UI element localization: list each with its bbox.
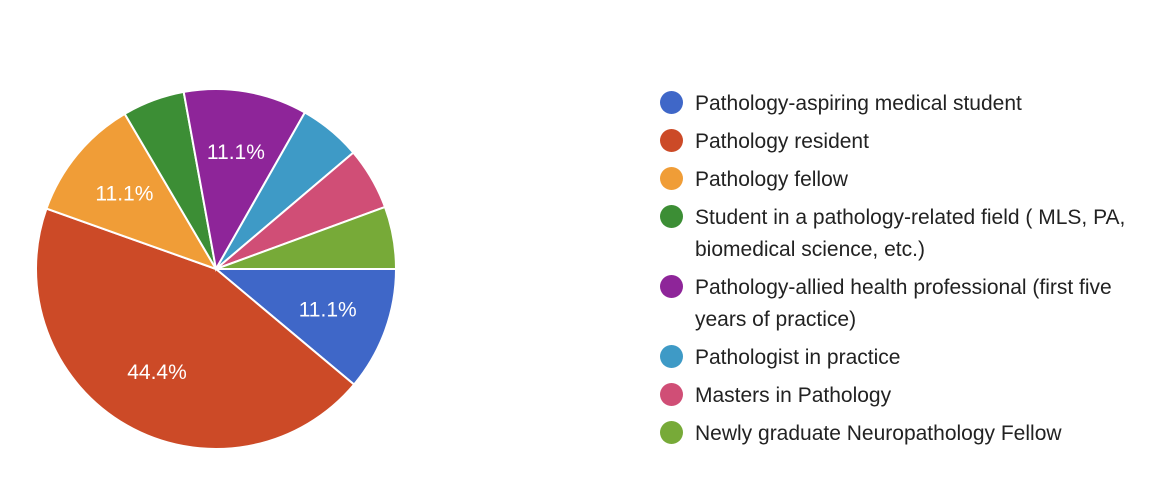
pie-slice[interactable] xyxy=(35,207,356,450)
legend-item[interactable]: Pathology-allied health professional (fi… xyxy=(660,272,1160,336)
pie-slice[interactable] xyxy=(45,112,219,271)
legend-swatch xyxy=(660,167,683,190)
legend-label: Pathologist in practice xyxy=(695,346,901,369)
legend-swatch xyxy=(660,205,683,228)
legend-swatch xyxy=(660,275,683,298)
legend-label: Student in a pathology-related field ( M… xyxy=(695,206,1126,261)
legend-item[interactable]: Masters in Pathology xyxy=(660,380,1160,412)
slice-data-label: 11.1% xyxy=(207,141,265,164)
legend-label: Newly graduate Neuropathology Fellow xyxy=(695,422,1062,445)
pie-slice[interactable] xyxy=(182,88,307,272)
legend-label: Pathology-aspiring medical student xyxy=(695,92,1022,115)
slice-data-label: 11.1% xyxy=(299,299,357,322)
legend-item[interactable]: Pathology fellow xyxy=(660,164,1160,196)
legend-label: Pathology resident xyxy=(695,130,869,153)
legend-item[interactable]: Student in a pathology-related field ( M… xyxy=(660,202,1160,266)
legend-item[interactable]: Pathology-aspiring medical student xyxy=(660,88,1160,120)
pie-slice[interactable] xyxy=(215,205,398,270)
legend-label: Pathology-allied health professional (fi… xyxy=(695,276,1112,331)
slice-data-label: 11.1% xyxy=(95,182,153,205)
pie-slice[interactable] xyxy=(213,268,398,386)
legend-swatch xyxy=(660,91,683,114)
legend-swatch xyxy=(660,421,683,444)
legend: Pathology-aspiring medical student Patho… xyxy=(660,88,1160,456)
legend-item[interactable]: Pathologist in practice xyxy=(660,342,1160,374)
legend-swatch xyxy=(660,129,683,152)
legend-swatch xyxy=(660,345,683,368)
legend-label: Pathology fellow xyxy=(695,168,848,191)
legend-label: Masters in Pathology xyxy=(695,384,892,407)
legend-item[interactable]: Pathology resident xyxy=(660,126,1160,158)
pie-chart: 11.1% 44.4% 11.1% 11.1% xyxy=(35,88,398,450)
legend-item[interactable]: Newly graduate Neuropathology Fellow xyxy=(660,418,1160,450)
slice-data-label: 44.4% xyxy=(127,361,187,384)
legend-swatch xyxy=(660,383,683,406)
